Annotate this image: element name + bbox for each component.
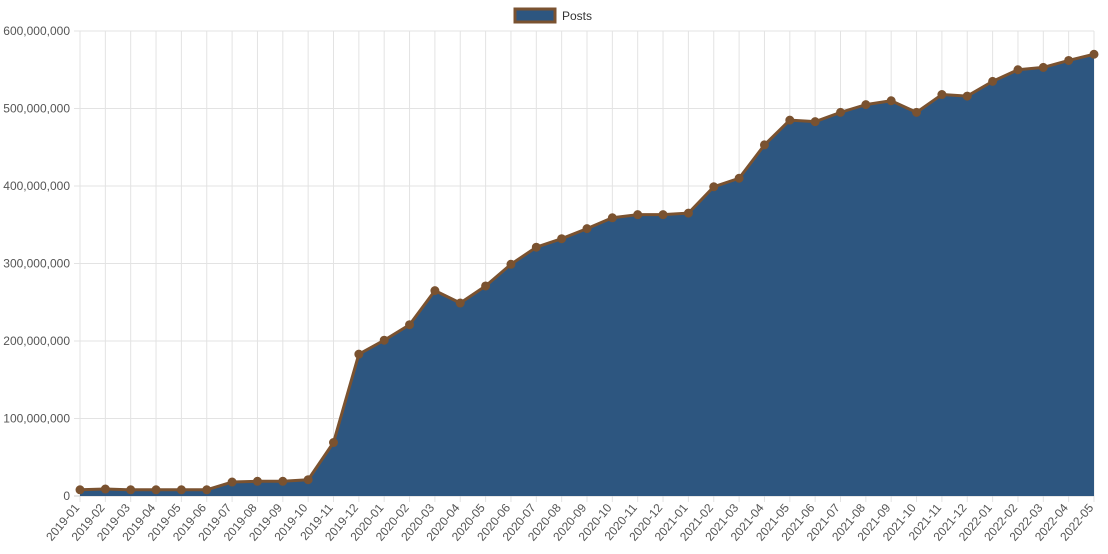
data-point[interactable] xyxy=(1064,55,1074,65)
data-point[interactable] xyxy=(912,107,922,117)
data-point[interactable] xyxy=(1013,65,1023,75)
data-point[interactable] xyxy=(227,477,237,487)
y-tick-label: 600,000,000 xyxy=(3,24,70,38)
y-tick-label: 100,000,000 xyxy=(3,412,70,426)
data-point[interactable] xyxy=(658,210,668,220)
y-tick-label: 0 xyxy=(63,489,70,503)
y-tick-label: 300,000,000 xyxy=(3,257,70,271)
legend-swatch-posts xyxy=(513,7,557,24)
data-point[interactable] xyxy=(836,107,845,117)
data-point[interactable] xyxy=(126,485,136,495)
y-tick-label: 500,000,000 xyxy=(3,102,70,116)
data-point[interactable] xyxy=(937,90,947,100)
data-point[interactable] xyxy=(202,485,212,495)
data-point[interactable] xyxy=(481,281,491,291)
legend[interactable]: Posts xyxy=(513,7,592,24)
data-point[interactable] xyxy=(303,475,313,485)
points-layer xyxy=(75,49,1099,495)
data-point[interactable] xyxy=(430,286,440,296)
data-point[interactable] xyxy=(886,96,896,106)
data-point[interactable] xyxy=(582,224,592,234)
x-axis: 2019-012019-022019-032019-042019-052019-… xyxy=(43,501,1096,544)
data-point[interactable] xyxy=(252,476,262,486)
data-point[interactable] xyxy=(861,100,871,110)
data-point[interactable] xyxy=(278,476,288,486)
legend-label-posts: Posts xyxy=(562,9,592,23)
data-point[interactable] xyxy=(455,298,465,308)
data-point[interactable] xyxy=(962,91,972,101)
data-point[interactable] xyxy=(100,484,110,494)
data-point[interactable] xyxy=(379,335,389,345)
data-point[interactable] xyxy=(405,320,415,330)
data-point[interactable] xyxy=(683,208,693,218)
data-point[interactable] xyxy=(988,76,998,86)
data-point[interactable] xyxy=(785,115,795,125)
data-point[interactable] xyxy=(734,173,744,183)
data-point[interactable] xyxy=(709,182,719,192)
data-point[interactable] xyxy=(151,485,161,495)
y-tick-label: 400,000,000 xyxy=(3,179,70,193)
data-point[interactable] xyxy=(607,213,617,223)
data-point[interactable] xyxy=(75,485,85,495)
y-axis: 0 100,000,000 200,000,000 300,000,000 400,00… xyxy=(3,24,70,503)
data-point[interactable] xyxy=(1038,62,1048,72)
data-point[interactable] xyxy=(354,349,364,359)
data-point[interactable] xyxy=(810,117,820,127)
y-tick-label: 200,000,000 xyxy=(3,334,70,348)
data-point[interactable] xyxy=(759,140,769,150)
data-point[interactable] xyxy=(531,242,541,252)
data-point[interactable] xyxy=(1089,49,1099,59)
data-point[interactable] xyxy=(557,234,567,244)
data-point[interactable] xyxy=(176,485,186,495)
data-point[interactable] xyxy=(633,210,643,220)
data-point[interactable] xyxy=(329,438,338,448)
series-area-posts xyxy=(80,54,1094,496)
data-point[interactable] xyxy=(506,259,516,269)
